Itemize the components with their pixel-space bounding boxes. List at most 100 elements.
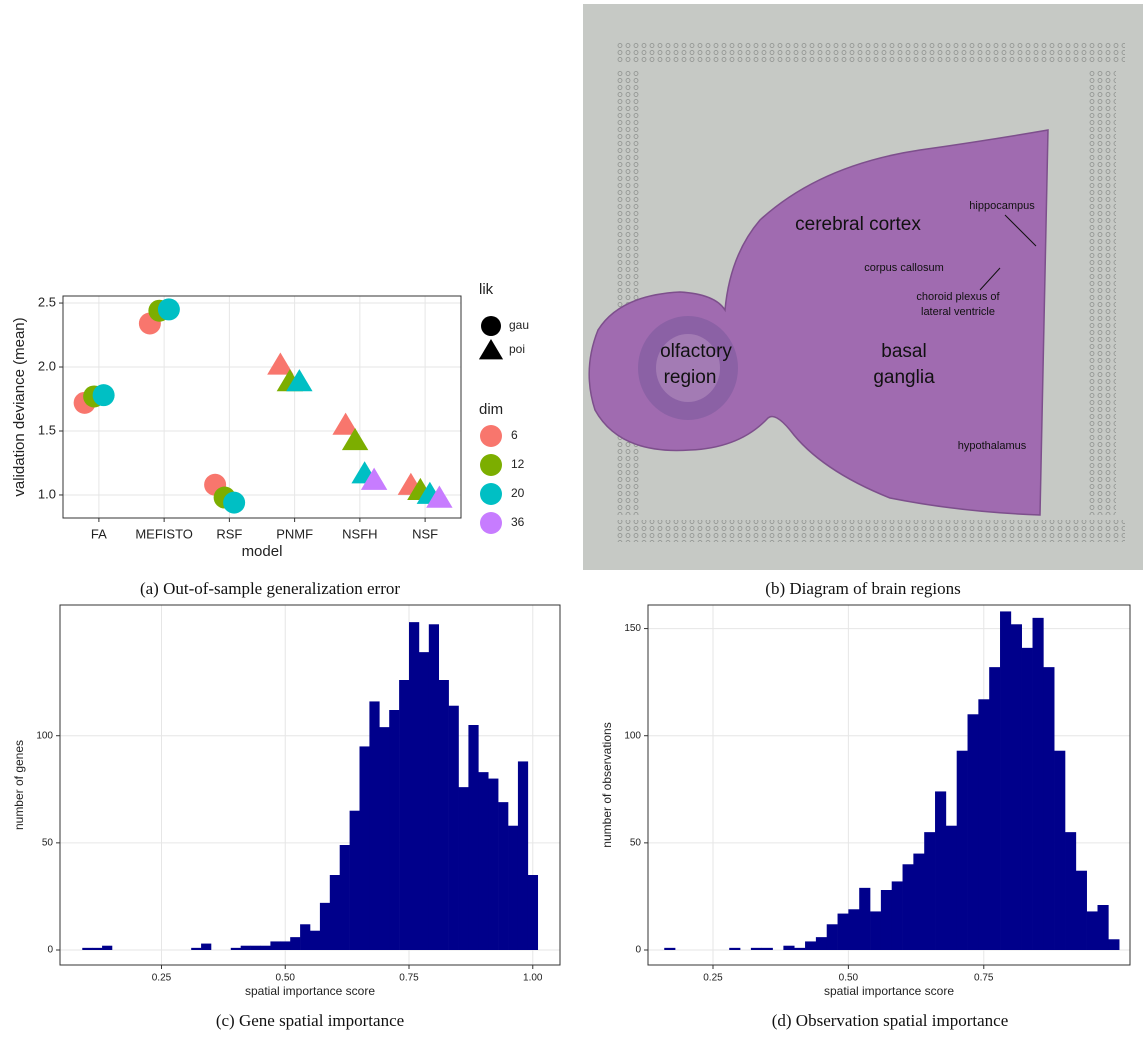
y-tick-label: 0 <box>635 945 641 956</box>
annotation: cerebral cortex <box>795 214 921 235</box>
bar <box>924 832 936 950</box>
point <box>426 485 453 508</box>
point <box>223 491 246 514</box>
x-tick-label: 0.25 <box>152 973 172 984</box>
bar <box>870 911 882 950</box>
bar <box>300 924 311 950</box>
annotation: basal <box>881 341 926 362</box>
bar <box>359 746 370 950</box>
y-tick-label: 50 <box>630 837 642 848</box>
olfactory-core <box>656 334 720 402</box>
bar <box>848 909 860 950</box>
bar <box>1097 905 1109 950</box>
bar <box>989 667 1001 950</box>
annotation: hippocampus <box>969 200 1035 212</box>
annotation: region <box>664 367 717 388</box>
bar <box>902 864 914 950</box>
legend-key <box>480 425 502 447</box>
bar <box>891 881 903 950</box>
bar <box>729 947 741 950</box>
bar <box>1032 617 1044 950</box>
x-axis-title: spatial importance score <box>245 984 375 998</box>
bar <box>794 947 806 950</box>
bar <box>349 810 360 950</box>
bar <box>399 680 410 950</box>
point <box>360 467 388 490</box>
annotation: olfactory <box>660 341 732 362</box>
y-axis-title: number of observations <box>600 722 614 847</box>
legend-label: gau <box>509 318 529 332</box>
legend-label: 20 <box>511 486 525 500</box>
y-tick-label: 1.5 <box>38 422 56 437</box>
bar <box>319 902 331 950</box>
annotation: hypothalamus <box>958 440 1027 452</box>
caption: (b) Diagram of brain regions <box>765 579 960 598</box>
bar <box>260 945 271 950</box>
bar <box>1054 750 1066 950</box>
panel-border <box>59 604 561 966</box>
caption: (a) Out-of-sample generalization error <box>140 579 400 598</box>
point <box>332 412 359 435</box>
spot-array <box>615 70 639 330</box>
bar <box>92 947 103 950</box>
spot-array <box>615 520 1125 542</box>
bar <box>517 761 529 950</box>
bar <box>837 913 849 950</box>
x-tick-label: PNMF <box>276 526 313 541</box>
x-tick-label: MEFISTO <box>135 526 193 541</box>
y-tick-label: 100 <box>36 730 53 741</box>
bar <box>389 710 400 950</box>
x-tick-label: RSF <box>216 526 242 541</box>
point <box>341 427 369 451</box>
bar <box>1000 611 1012 950</box>
bar <box>1010 624 1022 950</box>
legend-label: poi <box>509 342 525 356</box>
spot-array <box>615 42 1125 62</box>
bar <box>240 945 251 950</box>
bar <box>478 772 489 950</box>
panel-border <box>62 295 462 519</box>
bar <box>191 947 202 950</box>
bar <box>1021 647 1033 950</box>
bar <box>488 778 499 950</box>
bar <box>1075 870 1087 950</box>
y-tick-label: 2.5 <box>38 294 56 309</box>
bar <box>418 652 430 950</box>
legend-key <box>480 454 502 476</box>
annotation: lateral ventricle <box>921 306 995 318</box>
x-tick-label: NSF <box>412 526 438 541</box>
bar <box>498 802 509 950</box>
bar <box>880 890 893 950</box>
bar <box>82 947 93 950</box>
bar <box>448 705 459 950</box>
bar <box>339 845 350 950</box>
x-tick-label: 0.75 <box>399 973 419 984</box>
point <box>157 298 180 321</box>
annotation: choroid plexus of <box>916 291 1000 303</box>
x-tick-label: FA <box>91 526 107 541</box>
bar <box>527 875 539 950</box>
legend-key <box>481 316 501 336</box>
bar <box>805 941 817 950</box>
bar <box>409 622 420 950</box>
bar <box>102 945 113 950</box>
y-axis-title: validation deviance (mean) <box>11 317 28 496</box>
bar <box>369 701 380 950</box>
bar <box>859 887 871 950</box>
spot-array <box>1088 70 1116 515</box>
bar <box>826 924 838 950</box>
bar <box>967 714 979 950</box>
panel-border <box>647 604 1131 966</box>
legend-title: dim <box>479 401 503 418</box>
bar <box>290 937 301 950</box>
annotation: corpus callosum <box>864 262 943 274</box>
bar <box>913 853 925 950</box>
legend-key <box>480 512 502 534</box>
caption: (d) Observation spatial importance <box>772 1011 1009 1030</box>
bar <box>935 791 947 950</box>
legend-label: 6 <box>511 428 518 442</box>
point <box>267 352 294 375</box>
bar <box>783 945 795 950</box>
bar <box>468 725 479 950</box>
